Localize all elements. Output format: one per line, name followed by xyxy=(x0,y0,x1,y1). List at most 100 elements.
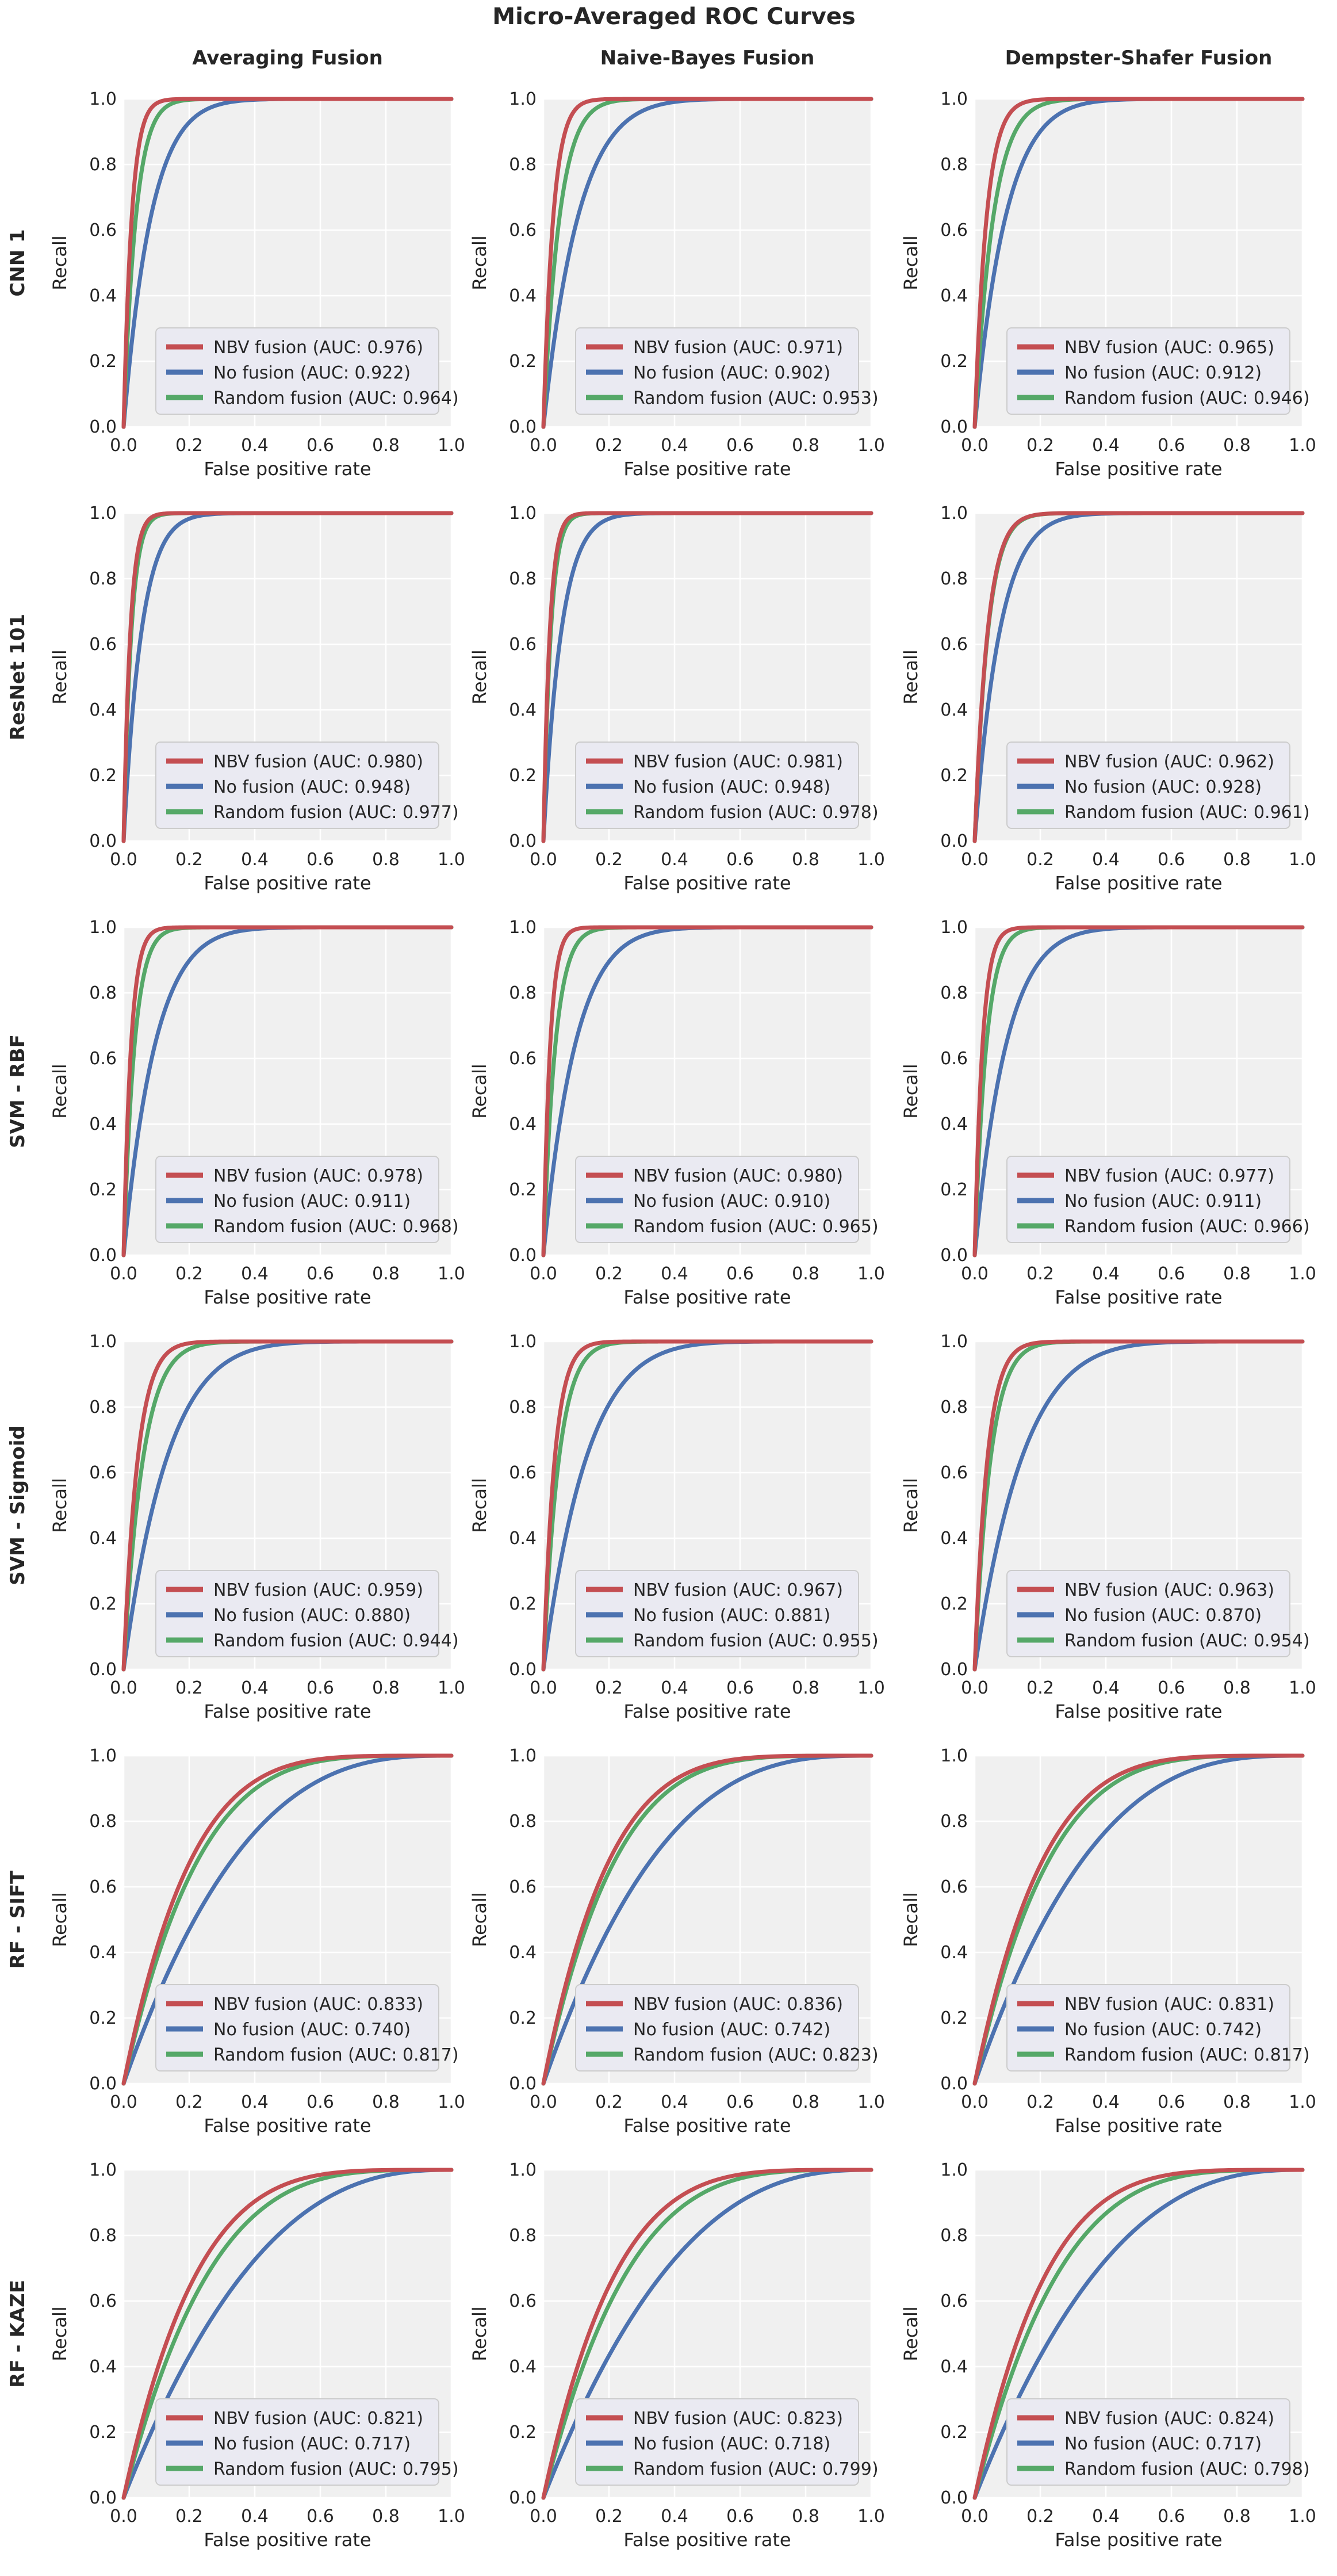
x-tick-label: 0.0 xyxy=(961,1678,989,1698)
x-tick-label: 0.6 xyxy=(726,1264,754,1284)
x-tick-label: 1.0 xyxy=(857,850,885,870)
roc-curve-nbv xyxy=(541,97,874,429)
y-axis-label: Recall xyxy=(469,235,491,290)
legend-label-random: Random fusion (AUC: 0.966) xyxy=(1064,1217,1310,1237)
legend-label-no: No fusion (AUC: 0.928) xyxy=(1064,777,1262,797)
panel-cnn-1-naive-bayes-fusion: 0.0 0.2 0.4 0.6 0.8 1.0 0.0 0.2 0.4 0.6 0.8 1.0 Fals… xyxy=(469,89,885,480)
y-tick-label: 0.6 xyxy=(89,1463,117,1483)
column-title-dempster-shafer-fusion: Dempster-Shafer Fusion xyxy=(1005,47,1273,70)
x-tick-label: 1.0 xyxy=(438,435,465,456)
legend: NBV fusion (AUC: 0.976) No fusion (AUC: 0… xyxy=(155,327,459,415)
x-tick-label: 0.0 xyxy=(530,850,557,870)
y-tick-label: 0.8 xyxy=(509,1811,537,1832)
legend-label-random: Random fusion (AUC: 0.977) xyxy=(213,802,459,823)
x-tick-label: 0.6 xyxy=(726,2092,754,2112)
roc-curves xyxy=(541,2168,874,2500)
x-tick-label: 0.0 xyxy=(961,2506,989,2527)
legend-label-no: No fusion (AUC: 0.742) xyxy=(633,2020,830,2040)
legend-label-no: No fusion (AUC: 0.948) xyxy=(213,777,411,797)
x-tick-label: 0.6 xyxy=(307,2506,334,2527)
x-tick-label: 0.8 xyxy=(792,2092,819,2112)
panel-rf-sift-dempster-shafer-fusion: 0.0 0.2 0.4 0.6 0.8 1.0 0.0 0.2 0.4 0.6 0.8 1.0 Fals… xyxy=(900,1746,1316,2137)
legend-box xyxy=(155,327,439,415)
roc-curves xyxy=(541,1339,874,1672)
x-tick-label: 0.0 xyxy=(110,2092,137,2112)
x-tick-label: 0.6 xyxy=(1158,1678,1185,1698)
x-axis-label: False positive rate xyxy=(1055,1286,1222,1308)
y-tick-label: 0.4 xyxy=(940,1943,968,1963)
legend-label-nbv: NBV fusion (AUC: 0.978) xyxy=(213,1166,423,1186)
x-tick-label: 1.0 xyxy=(438,1678,465,1698)
roc-curve-nbv xyxy=(541,1753,874,2086)
x-tick-label: 0.2 xyxy=(1026,2092,1054,2112)
legend-box xyxy=(1006,742,1290,829)
roc-curves xyxy=(541,1753,874,2086)
legend: NBV fusion (AUC: 0.962) No fusion (AUC: 0… xyxy=(1006,742,1310,829)
roc-curves xyxy=(972,925,1305,1258)
x-axis-label: False positive rate xyxy=(204,1700,371,1722)
legend: NBV fusion (AUC: 0.977) No fusion (AUC: 0… xyxy=(1006,1156,1310,1243)
x-tick-label: 0.2 xyxy=(595,2506,623,2527)
x-tick-label: 0.2 xyxy=(595,1264,623,1284)
y-axis-label: Recall xyxy=(900,235,922,290)
y-tick-label: 0.8 xyxy=(89,983,117,1003)
roc-curves xyxy=(121,2168,454,2500)
x-tick-label: 0.6 xyxy=(726,2506,754,2527)
y-axis-label: Recall xyxy=(49,1064,71,1118)
x-tick-label: 0.8 xyxy=(792,2506,819,2527)
panel-svm-sigmoid-naive-bayes-fusion: 0.0 0.2 0.4 0.6 0.8 1.0 0.0 0.2 0.4 0.6 0.8 1.0 Fals… xyxy=(469,1332,885,1722)
y-tick-label: 0.2 xyxy=(509,2008,537,2028)
panel-svm-sigmoid-averaging-fusion: 0.0 0.2 0.4 0.6 0.8 1.0 0.0 0.2 0.4 0.6 0.8 1.0 Fals… xyxy=(49,1332,465,1722)
y-tick-label: 0.6 xyxy=(940,635,968,655)
roc-curves xyxy=(972,511,1305,843)
x-tick-label: 0.4 xyxy=(241,1678,269,1698)
x-tick-label: 0.0 xyxy=(530,1678,557,1698)
x-tick-label: 0.8 xyxy=(792,1678,819,1698)
y-tick-label: 0.2 xyxy=(89,351,117,372)
legend: NBV fusion (AUC: 0.833) No fusion (AUC: 0… xyxy=(155,1984,459,2071)
legend-label-nbv: NBV fusion (AUC: 0.833) xyxy=(213,1994,423,2015)
x-axis-label: False positive rate xyxy=(623,2115,791,2137)
y-tick-label: 0.6 xyxy=(89,2291,117,2311)
panel-rf-kaze-averaging-fusion: 0.0 0.2 0.4 0.6 0.8 1.0 0.0 0.2 0.4 0.6 0.8 1.0 Fals… xyxy=(49,2160,465,2551)
x-tick-label: 0.8 xyxy=(1223,2506,1251,2527)
y-tick-label: 0.4 xyxy=(940,700,968,720)
y-tick-label: 0.8 xyxy=(89,569,117,589)
x-tick-label: 0.4 xyxy=(661,850,688,870)
legend-box xyxy=(1006,2398,1290,2486)
y-tick-label: 0.8 xyxy=(940,1397,968,1417)
y-tick-label: 0.6 xyxy=(89,1877,117,1897)
y-axis-label: Recall xyxy=(49,1478,71,1532)
legend-label-random: Random fusion (AUC: 0.961) xyxy=(1064,802,1310,823)
roc-curve-nbv xyxy=(121,97,454,429)
legend-label-random: Random fusion (AUC: 0.799) xyxy=(633,2459,879,2479)
x-tick-label: 0.4 xyxy=(1092,1264,1120,1284)
y-tick-label: 0.8 xyxy=(940,569,968,589)
y-tick-label: 0.2 xyxy=(89,1594,117,1614)
legend-box xyxy=(575,742,859,829)
y-tick-label: 0.8 xyxy=(940,1811,968,1832)
x-tick-label: 0.8 xyxy=(372,2506,400,2527)
x-tick-label: 0.8 xyxy=(1223,850,1251,870)
y-tick-label: 0.0 xyxy=(940,2074,968,2094)
y-tick-label: 0.6 xyxy=(940,1463,968,1483)
legend-label-nbv: NBV fusion (AUC: 0.971) xyxy=(633,338,843,358)
x-tick-label: 0.2 xyxy=(175,2506,203,2527)
row-title-rf-sift: RF - SIFT xyxy=(6,1870,29,1969)
x-tick-label: 0.8 xyxy=(372,1264,400,1284)
y-tick-label: 1.0 xyxy=(89,503,117,523)
legend-label-no: No fusion (AUC: 0.742) xyxy=(1064,2020,1262,2040)
x-tick-label: 1.0 xyxy=(1289,2092,1316,2112)
x-tick-label: 0.2 xyxy=(595,2092,623,2112)
legend-label-nbv: NBV fusion (AUC: 0.980) xyxy=(213,752,423,772)
x-tick-label: 1.0 xyxy=(1289,1678,1316,1698)
legend-label-nbv: NBV fusion (AUC: 0.980) xyxy=(633,1166,843,1186)
legend-label-nbv: NBV fusion (AUC: 0.821) xyxy=(213,2409,423,2429)
legend-label-random: Random fusion (AUC: 0.795) xyxy=(213,2459,459,2479)
x-tick-label: 0.6 xyxy=(726,1678,754,1698)
legend: NBV fusion (AUC: 0.978) No fusion (AUC: 0… xyxy=(155,1156,459,1243)
legend: NBV fusion (AUC: 0.821) No fusion (AUC: 0… xyxy=(155,2398,459,2486)
legend-label-nbv: NBV fusion (AUC: 0.977) xyxy=(1064,1166,1274,1186)
x-tick-label: 0.8 xyxy=(372,850,400,870)
legend-label-random: Random fusion (AUC: 0.946) xyxy=(1064,388,1310,408)
